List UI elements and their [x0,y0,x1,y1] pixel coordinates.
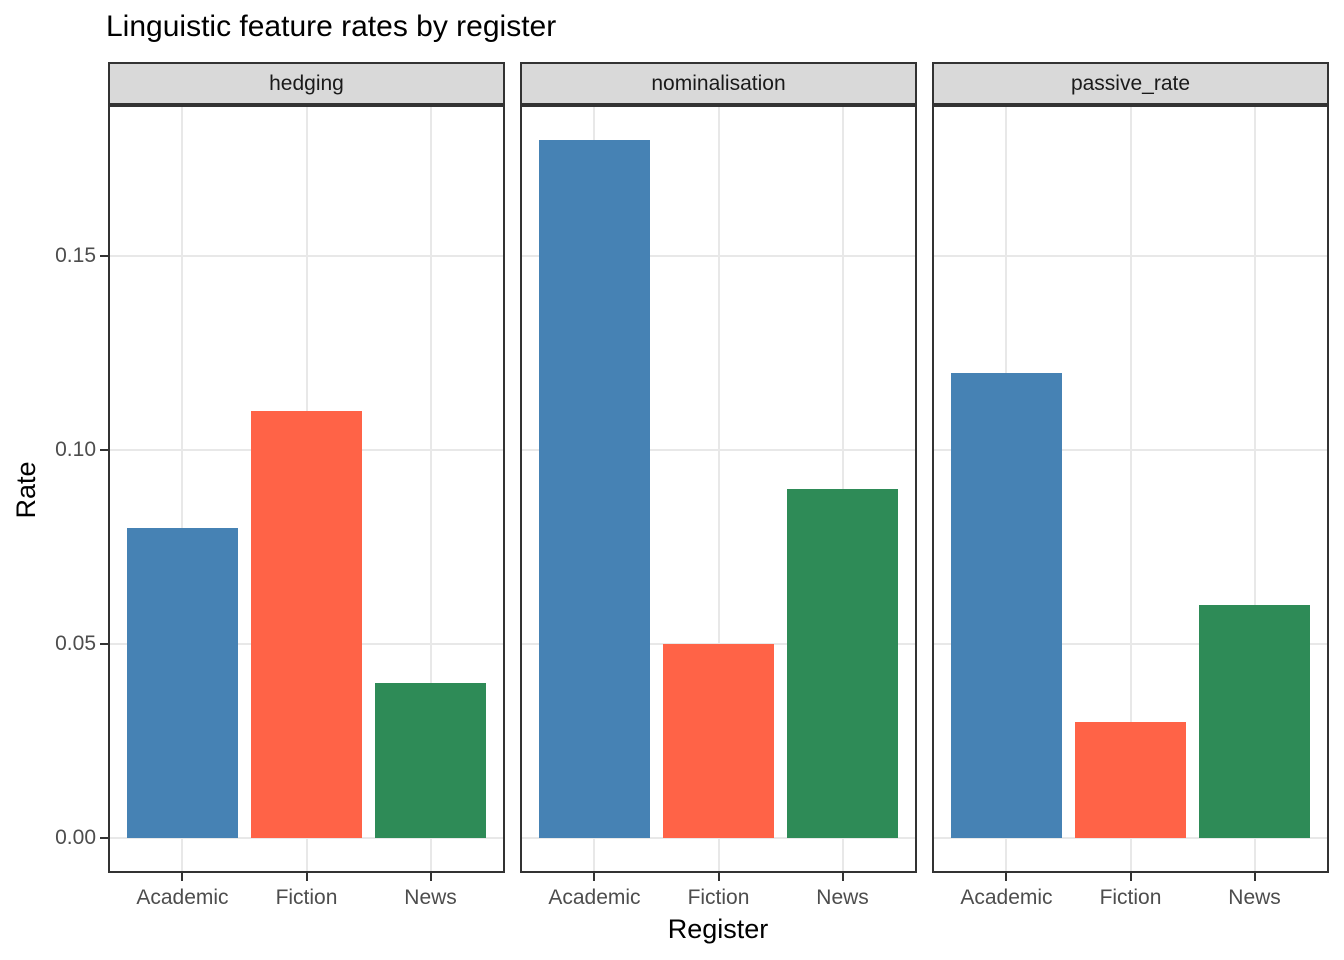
x-axis-title: Register [667,914,769,944]
bar-passive_rate-news [1198,605,1311,839]
bar-hedging-news [374,682,487,839]
facet-strip-nominalisation: nominalisation [520,62,917,105]
bar-passive_rate-fiction [1074,721,1187,839]
x-axis-tick [1253,873,1256,881]
facet-strip-hedging: hedging [108,62,505,105]
x-axis-tick [305,873,308,881]
facet-strip-passive_rate: passive_rate [932,62,1329,105]
y-tick-label: 0.10 [55,438,96,462]
x-axis-tick [429,873,432,881]
y-tick-label: 0.15 [55,244,96,268]
bar-hedging-fiction [250,411,363,839]
x-tick-label: Fiction [687,886,750,909]
gridline-vertical [1253,105,1256,873]
x-tick-label: Fiction [275,886,338,909]
y-tick-label: 0.00 [55,826,96,850]
y-axis-tick [100,255,108,258]
x-axis-tick [717,873,720,881]
facet-strip-label: nominalisation [651,71,786,95]
x-axis-tick [841,873,844,881]
y-axis-tick [100,643,108,646]
y-axis-tick [100,837,108,840]
x-tick-label: Academic [960,886,1053,909]
x-tick-label: Academic [548,886,641,909]
facet-panel-hedging [108,105,505,873]
facet-strip-label: hedging [269,71,344,95]
bar-nominalisation-academic [538,139,651,839]
gridline-vertical [429,105,432,873]
x-tick-label: Academic [136,886,229,909]
x-axis-tick [1005,873,1008,881]
gridline-vertical [181,105,184,873]
y-tick-label: 0.05 [55,632,96,656]
x-axis-tick [593,873,596,881]
gridline-vertical [1129,105,1132,873]
bar-passive_rate-academic [950,372,1063,839]
facet-panel-passive_rate [932,105,1329,873]
facet-panel-nominalisation [520,105,917,873]
y-axis-tick [100,449,108,452]
bar-nominalisation-fiction [662,644,775,839]
x-axis-tick [1129,873,1132,881]
x-tick-label: News [1228,886,1281,909]
gridline-vertical [717,105,720,873]
x-axis-tick [181,873,184,881]
x-tick-label: Fiction [1099,886,1162,909]
x-tick-label: News [816,886,869,909]
facet-strip-label: passive_rate [1070,71,1191,95]
chart-title: Linguistic feature rates by register [106,10,557,43]
bar-nominalisation-news [786,489,899,839]
bar-hedging-academic [126,527,239,839]
x-tick-label: News [404,886,457,909]
